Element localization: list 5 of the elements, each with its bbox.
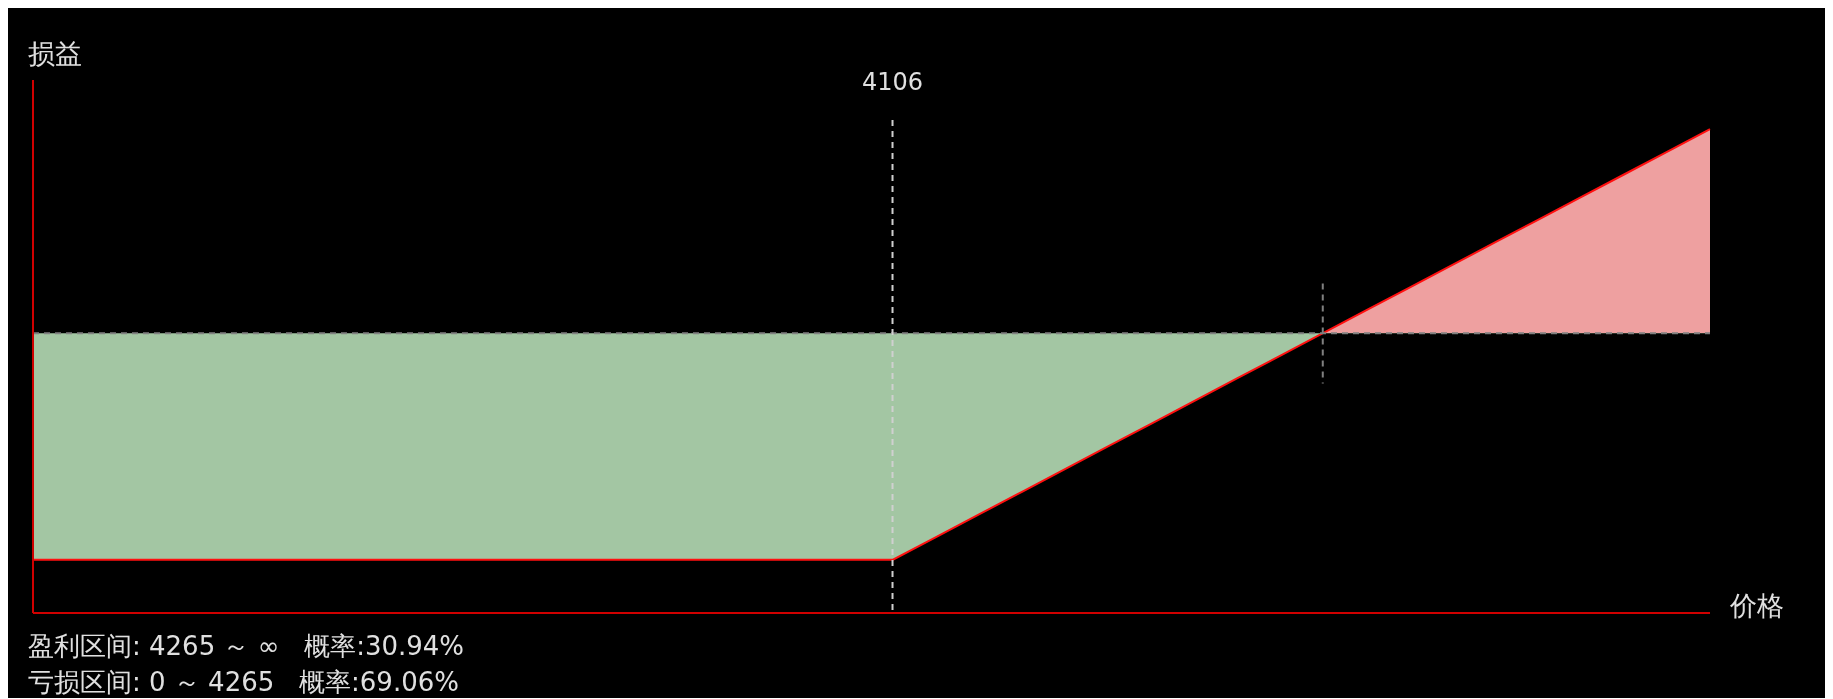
y-axis-title: 损益 (28, 37, 82, 71)
text: 4106 (861, 68, 924, 96)
x-axis-title: 价格 (1730, 589, 1784, 623)
text: 亏损区间: 0 ～ 4265 概率:69.06% (28, 666, 460, 699)
text: 盈利区间: 4265 ～ ∞ 概率:30.94% (28, 630, 465, 663)
